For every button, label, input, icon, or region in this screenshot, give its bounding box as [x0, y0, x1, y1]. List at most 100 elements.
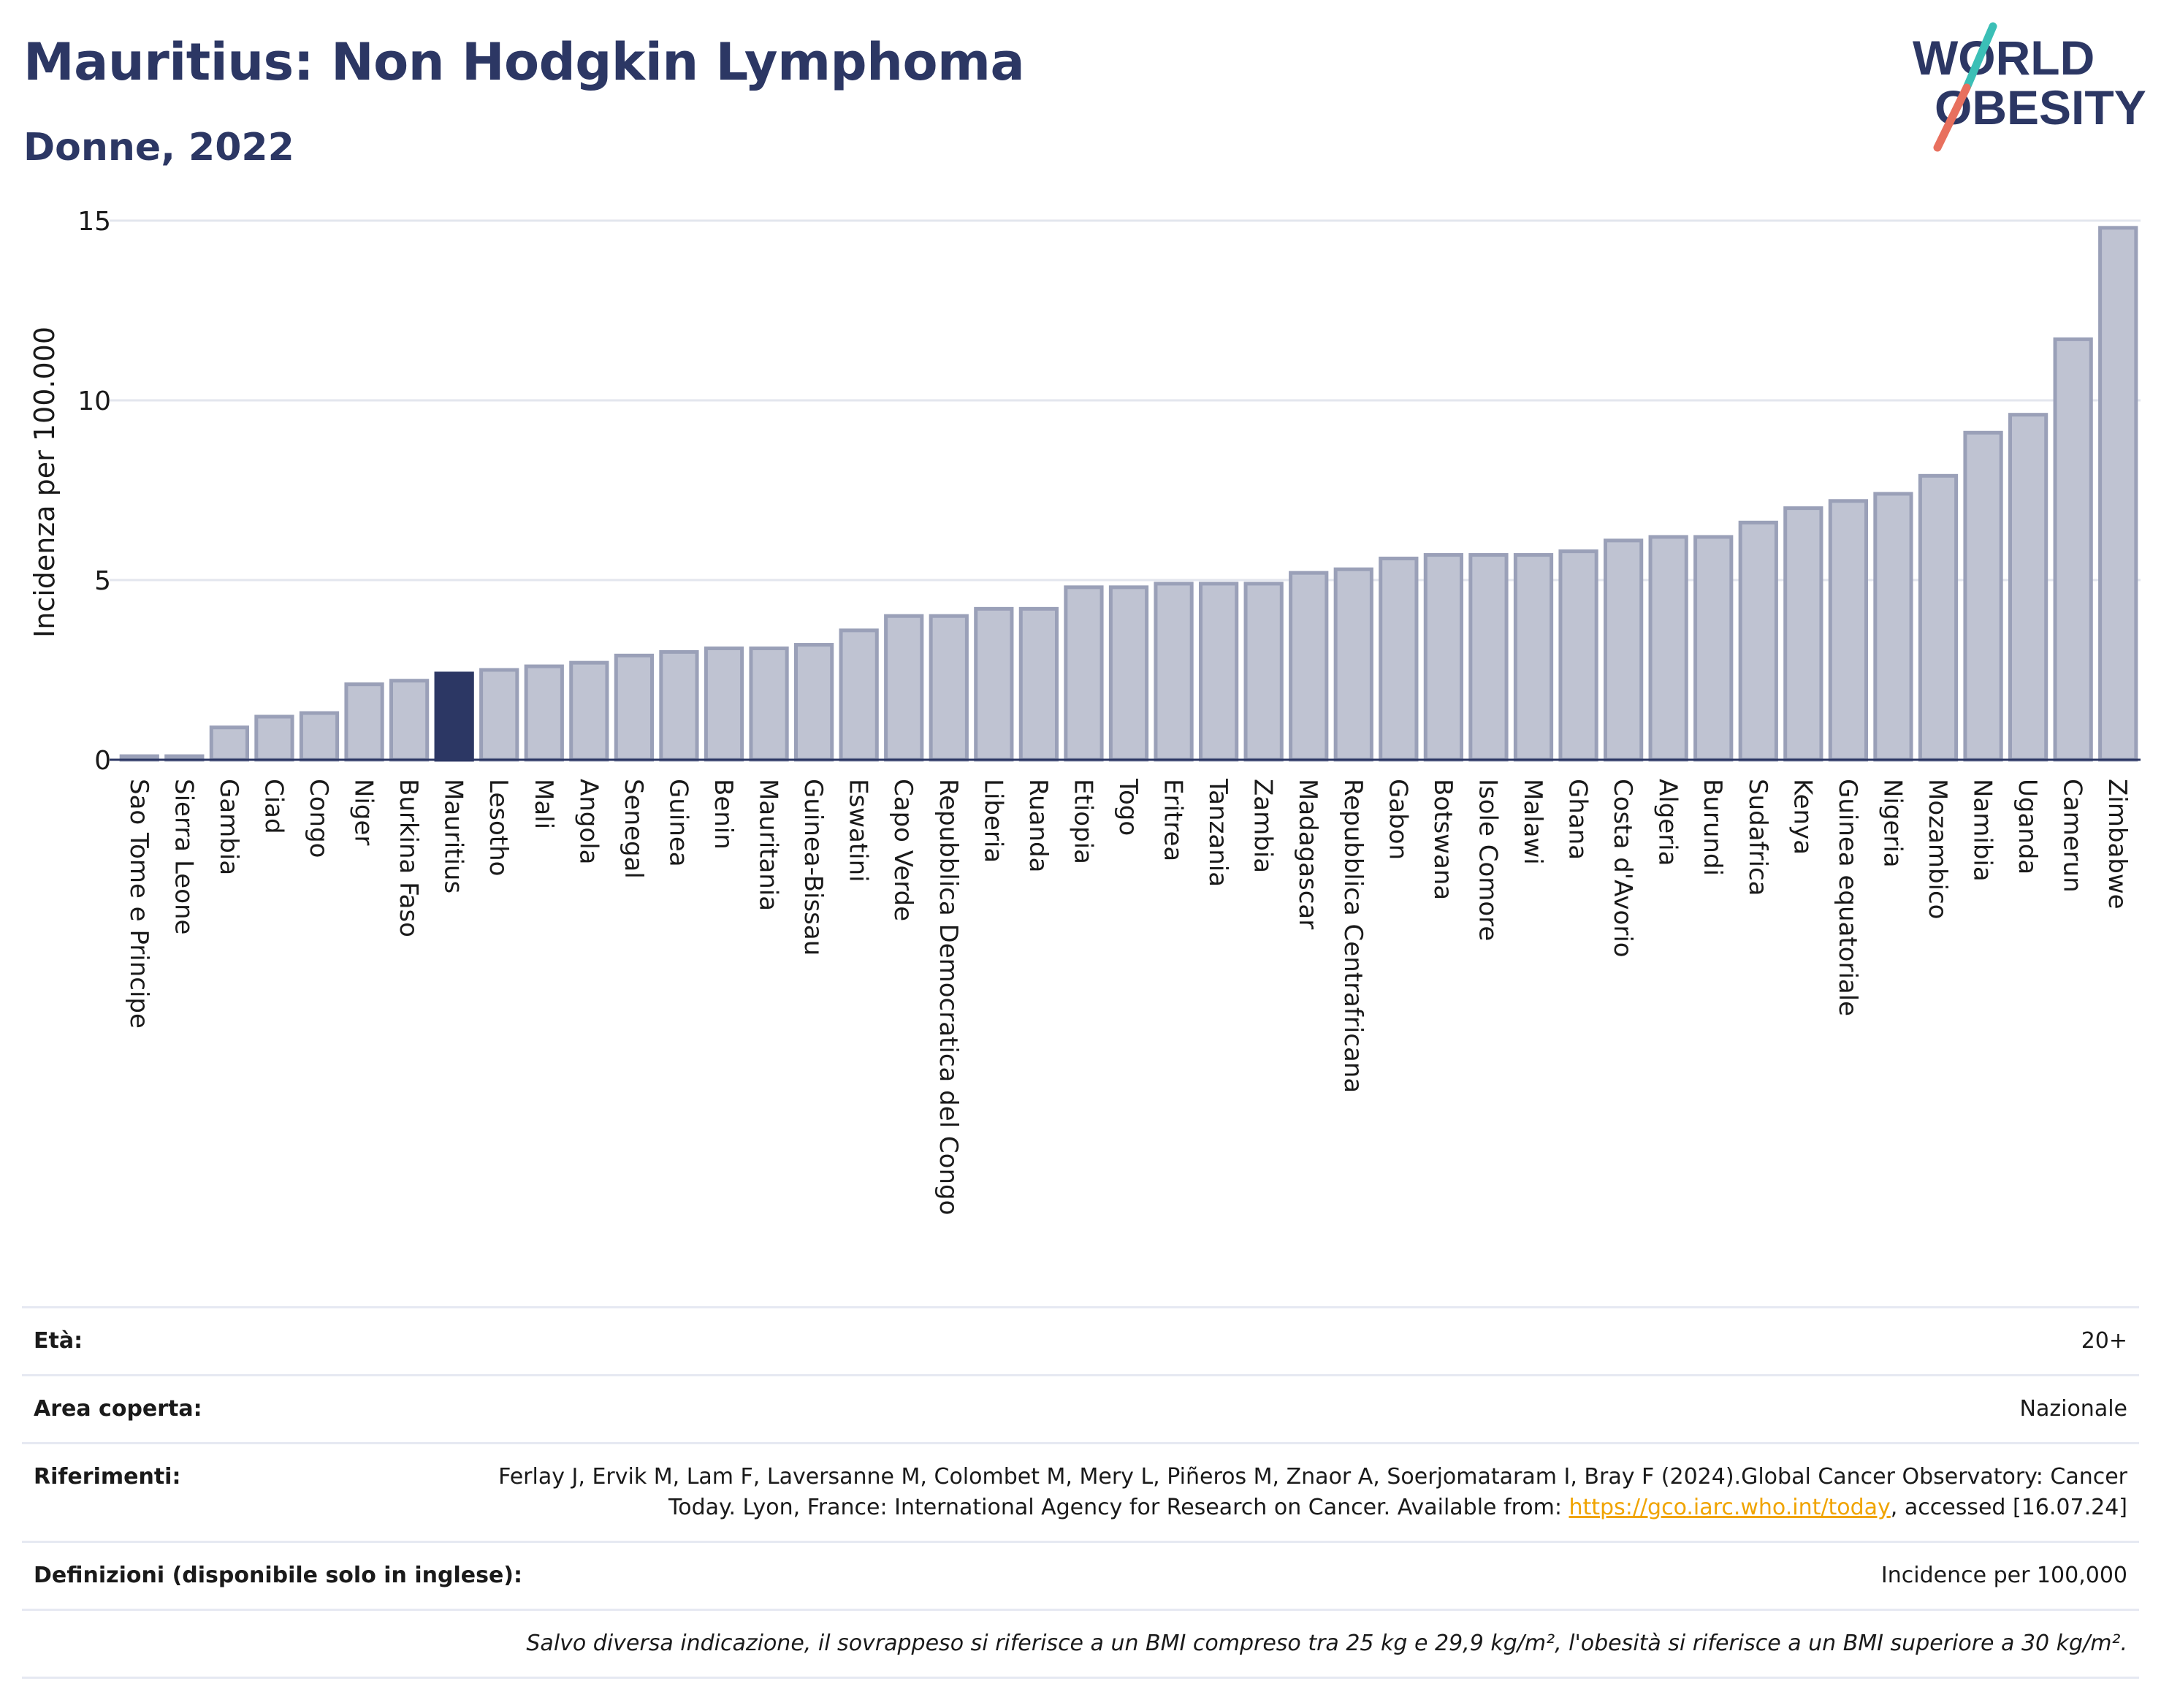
definitions-label: Definizioni (disponibile solo in inglese… — [34, 1563, 522, 1588]
area-label: Area coperta: — [34, 1396, 202, 1422]
x-tick-label: Nigeria — [1878, 779, 1907, 868]
bar-eritrea — [1154, 582, 1194, 762]
chart-bars — [119, 226, 2138, 762]
x-tick-label: Ciad — [259, 779, 288, 834]
references-link[interactable]: https://gco.iarc.who.int/today — [1569, 1495, 1891, 1520]
x-tick-label: Guinea — [663, 779, 693, 867]
bar-lesotho — [479, 668, 519, 762]
x-tick-label: Liberia — [978, 779, 1007, 863]
x-tick-label: Congo — [304, 779, 333, 858]
x-tick-label: Repubblica Centrafricana — [1338, 779, 1368, 1093]
x-tick-label: Gabon — [1383, 779, 1412, 860]
x-tick-label: Namibia — [1968, 779, 1997, 882]
bar-mozambico — [1918, 473, 1959, 762]
x-tick-label: Ghana — [1563, 779, 1593, 860]
x-tick-label: Zimbabwe — [2103, 779, 2132, 910]
footnote: Salvo diversa indicazione, il sovrappeso… — [526, 1631, 2127, 1656]
x-tick-label: Isole Comore — [1473, 779, 1502, 941]
logo-slash-top — [1962, 22, 1997, 92]
age-value: 20+ — [2081, 1328, 2127, 1354]
x-tick-label: Burundi — [1698, 779, 1727, 876]
x-tick-label: Guinea equatoriale — [1833, 779, 1862, 1016]
bar-burkina-faso — [389, 679, 430, 762]
x-tick-label: Etiopia — [1068, 779, 1097, 864]
x-tick-label: Angola — [573, 779, 603, 864]
x-tick-label: Eswatini — [844, 779, 873, 882]
bar-uganda — [2008, 413, 2048, 762]
info-row-age: Età: 20+ — [22, 1306, 2139, 1374]
bar-gambia — [209, 725, 250, 762]
references-value: Ferlay J, Ervik M, Lam F, Laversanne M, … — [432, 1462, 2127, 1523]
x-tick-label: Lesotho — [484, 779, 513, 876]
y-tick-label: 15 — [77, 207, 111, 237]
bar-congo — [299, 711, 340, 762]
bar-algeria — [1648, 535, 1688, 762]
x-tick-label: Camerun — [2058, 779, 2087, 893]
age-label: Età: — [34, 1328, 83, 1354]
bar-senegal — [614, 653, 655, 762]
bar-benin — [704, 646, 744, 762]
bar-tanzania — [1198, 582, 1239, 762]
references-tail: , accessed [16.07.24] — [1890, 1495, 2127, 1520]
x-tick-label: Mozambico — [1923, 779, 1952, 919]
area-value: Nazionale — [2019, 1396, 2127, 1422]
x-tick-label: Mauritania — [754, 779, 783, 911]
x-tick-label: Burkina Faso — [394, 779, 423, 937]
info-row-references: Riferimenti: Ferlay J, Ervik M, Lam F, L… — [22, 1442, 2139, 1541]
info-row-note: Salvo diversa indicazione, il sovrappeso… — [22, 1609, 2139, 1679]
x-tick-label: Niger — [349, 779, 378, 845]
x-tick-label: Madagascar — [1293, 779, 1322, 929]
x-tick-label: Sao Tome e Principe — [124, 779, 153, 1029]
x-tick-label: Eritrea — [1159, 779, 1188, 861]
bar-ciad — [254, 714, 294, 762]
bar-etiopia — [1064, 585, 1104, 762]
bar-nigeria — [1873, 492, 1913, 762]
references-label: Riferimenti: — [34, 1464, 181, 1490]
x-tick-label: Gambia — [214, 779, 243, 875]
definitions-value: Incidence per 100,000 — [1880, 1563, 2127, 1588]
bar-niger — [344, 682, 384, 762]
bar-malawi — [1513, 553, 1554, 762]
world-obesity-logo: WORLD OBESITY — [1913, 22, 2146, 152]
chart-subtitle: Donne, 2022 — [23, 126, 294, 169]
x-tick-label: Mauritius — [439, 779, 468, 893]
bar-sudafrica — [1738, 520, 1778, 762]
y-tick-labels: 0 5 10 15 — [77, 207, 111, 776]
bar-angola — [569, 660, 609, 762]
references-text: Ferlay J, Ervik M, Lam F, Laversanne M, … — [498, 1464, 2127, 1520]
bar-isole-comore — [1468, 553, 1509, 762]
bar-ruanda — [1018, 606, 1059, 762]
y-tick-label: 0 — [94, 746, 111, 776]
x-tick-label: Kenya — [1788, 779, 1817, 855]
bar-eswatini — [839, 628, 879, 762]
bar-camerun — [2053, 337, 2093, 762]
info-row-definitions: Definizioni (disponibile solo in inglese… — [22, 1541, 2139, 1609]
x-tick-label: Mali — [529, 779, 558, 829]
x-tick-label: Capo Verde — [888, 779, 918, 921]
info-table: Età: 20+ Area coperta: Nazionale Riferim… — [22, 1306, 2139, 1679]
bar-mauritania — [749, 646, 789, 762]
y-tick-label: 5 — [94, 566, 111, 596]
x-tick-label: Repubblica Democratica del Congo — [934, 779, 963, 1215]
bar-togo — [1108, 585, 1149, 762]
bar-gabon — [1379, 556, 1419, 762]
info-row-area: Area coperta: Nazionale — [22, 1374, 2139, 1442]
bar-zimbabwe — [2098, 226, 2138, 762]
x-tick-label: Sudafrica — [1743, 779, 1772, 896]
bar-botswana — [1423, 553, 1464, 762]
logo-slash-bottom — [1933, 83, 1971, 152]
bar-mauritius — [434, 671, 474, 762]
bar-chart: 0 5 10 15 Sao Tome e Principe Sierra Leone Ga… — [28, 207, 2141, 1215]
bar-guinea-bissau — [793, 643, 834, 762]
x-tick-label: Senegal — [619, 779, 648, 879]
bar-repubblica-democratica-del-congo — [929, 614, 969, 762]
bar-madagascar — [1289, 571, 1329, 762]
bar-capo-verde — [884, 614, 924, 762]
y-tick-label: 10 — [77, 386, 111, 416]
x-tick-label: Guinea-Bissau — [799, 779, 828, 956]
bar-zambia — [1243, 582, 1284, 762]
bar-costa-d-avorio — [1603, 538, 1644, 762]
bar-ghana — [1558, 549, 1598, 762]
bar-repubblica-centrafricana — [1333, 567, 1373, 762]
bar-kenya — [1783, 506, 1823, 762]
